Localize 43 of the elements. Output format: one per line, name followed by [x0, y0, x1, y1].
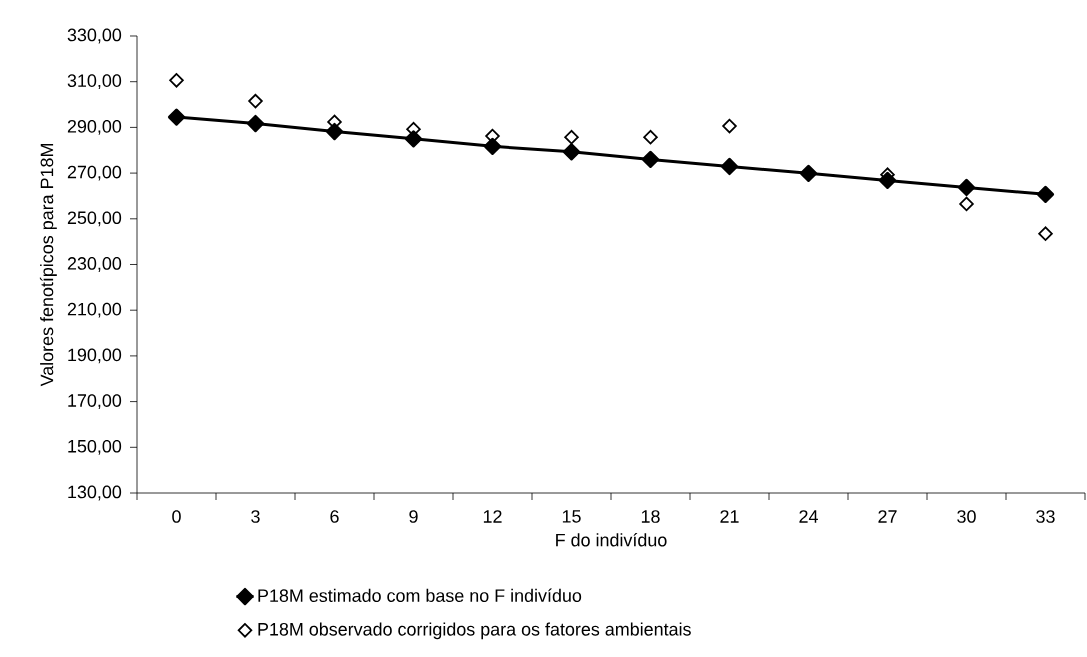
x-tick-label: 33	[1036, 510, 1055, 523]
y-tick-label: 330,00	[67, 28, 122, 44]
x-tick-label: 18	[641, 510, 660, 523]
y-tick-label: 170,00	[68, 394, 122, 410]
point	[1038, 226, 1053, 241]
point	[564, 129, 579, 145]
x-axis-title: F do indivíduo	[556, 533, 667, 547]
point	[167, 108, 186, 126]
point	[959, 196, 974, 212]
y-tick-label: 250,00	[67, 211, 122, 227]
x-tick-label: 21	[720, 510, 739, 523]
y-tick-label: 150,00	[68, 439, 122, 455]
point	[641, 150, 660, 168]
point	[643, 129, 658, 145]
point	[169, 73, 184, 88]
y-tick-label: 190,00	[68, 348, 122, 364]
y-tick-label: 270,00	[67, 165, 122, 181]
x-tick-label: 12	[483, 510, 502, 523]
point	[483, 137, 502, 155]
point	[562, 143, 581, 161]
y-tick-label: 310,00	[67, 74, 122, 90]
point	[799, 164, 818, 182]
y-tick-label: 130,00	[68, 485, 122, 501]
point	[720, 157, 739, 176]
x-tick-label: 15	[562, 510, 581, 523]
point	[1036, 185, 1055, 203]
x-tick-label: 0	[172, 510, 181, 523]
point	[722, 118, 737, 134]
x-tick-label: 24	[799, 510, 818, 523]
point	[246, 114, 265, 133]
x-tick-label: 27	[878, 510, 897, 523]
x-tick-label: 3	[251, 510, 260, 523]
y-tick-label: 290,00	[67, 119, 122, 135]
legend-label: P18M estimado com base no F indivíduo	[258, 588, 582, 602]
x-tick-label: 30	[957, 510, 976, 523]
legend-label: P18M observado corrigidos para os fatores ambientais	[258, 622, 691, 640]
y-tick-label: 230,00	[67, 257, 122, 272]
x-tick-label: 6	[330, 510, 339, 523]
x-tick-label: 9	[409, 510, 418, 523]
y-tick-label: 210,00	[67, 302, 122, 318]
y-axis-title: Valores fenotípicos para P18M	[39, 144, 57, 387]
point	[957, 178, 976, 197]
point	[248, 93, 263, 109]
